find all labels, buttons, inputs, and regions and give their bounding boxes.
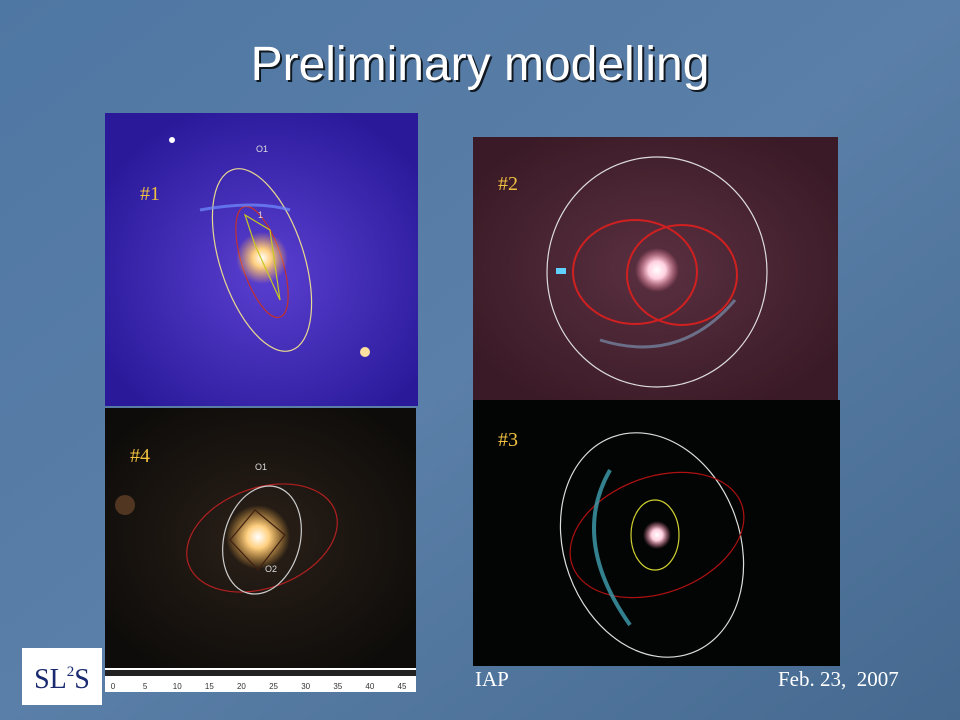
scale-tick-label: 20 bbox=[237, 682, 246, 691]
scale-ticks: 0 5 10 15 20 25 30 35 40 45 bbox=[111, 682, 407, 691]
scale-tick-label: 45 bbox=[398, 682, 407, 691]
panel-label: #4 bbox=[130, 445, 150, 467]
annotation: O1 bbox=[255, 462, 267, 472]
logo: SL2S bbox=[22, 648, 102, 705]
panel-label: #1 bbox=[140, 183, 160, 205]
scale-tick-label: 25 bbox=[269, 682, 278, 691]
footer-right: Feb. 23, 2007 bbox=[778, 667, 899, 691]
annotation: O1 bbox=[256, 144, 268, 154]
panel-1: #1 O1 1 bbox=[105, 113, 418, 406]
annotation: O2 bbox=[265, 564, 277, 574]
scale-tick-label: 0 bbox=[111, 682, 116, 691]
footer-left: IAP bbox=[475, 667, 509, 691]
scale-tick-label: 5 bbox=[143, 682, 148, 691]
annotation: 1 bbox=[258, 210, 263, 220]
logo-end: S bbox=[74, 664, 90, 695]
panel-2: #2 bbox=[473, 137, 838, 400]
title-shadow: Preliminary modelling bbox=[253, 40, 712, 93]
scale-tick-label: 10 bbox=[173, 682, 182, 691]
panel-4: #4 O1 O2 0 5 10 15 20 25 30 35 40 45 bbox=[105, 408, 416, 692]
logo-text: SL2S bbox=[34, 664, 90, 695]
panel-label: #3 bbox=[498, 429, 518, 451]
scale-tick-label: 35 bbox=[333, 682, 342, 691]
scale-tick-label: 30 bbox=[301, 682, 310, 691]
scale-tick-label: 15 bbox=[205, 682, 214, 691]
logo-sup: 2 bbox=[67, 664, 75, 680]
panel-3: #3 bbox=[473, 400, 840, 666]
logo-main: SL bbox=[34, 664, 67, 695]
scale-tick-label: 40 bbox=[365, 682, 374, 691]
title: Preliminary modelling bbox=[251, 38, 710, 91]
panel-label: #2 bbox=[498, 173, 518, 195]
